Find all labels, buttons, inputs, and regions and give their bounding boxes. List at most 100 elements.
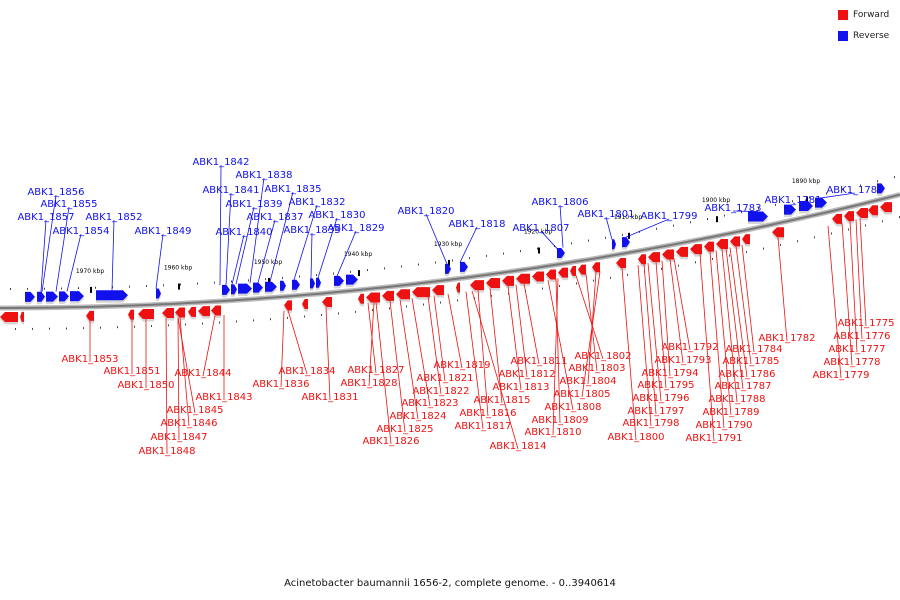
gene-label[interactable]: ABK1_1830	[308, 210, 365, 221]
reverse-gene[interactable]	[799, 201, 813, 212]
forward-gene[interactable]	[20, 311, 24, 322]
forward-gene[interactable]	[128, 309, 134, 320]
gene-label[interactable]: ABK1_1807	[512, 223, 569, 234]
forward-gene[interactable]	[188, 306, 196, 317]
gene-label[interactable]: ABK1_1856	[27, 187, 84, 198]
gene-label[interactable]: ABK1_1822	[412, 386, 469, 397]
forward-gene[interactable]	[486, 277, 500, 288]
gene-label[interactable]: ABK1_1825	[376, 424, 433, 435]
forward-gene[interactable]	[570, 266, 576, 277]
forward-gene[interactable]	[382, 290, 394, 301]
gene-label[interactable]: ABK1_1792	[661, 342, 718, 353]
gene-label[interactable]: ABK1_1840	[215, 227, 272, 238]
gene-label[interactable]: ABK1_1831	[301, 392, 358, 403]
forward-gene[interactable]	[358, 293, 364, 304]
gene-label[interactable]: ABK1_1857	[17, 212, 74, 223]
gene-label[interactable]: ABK1_1789	[702, 407, 759, 418]
reverse-gene[interactable]	[231, 284, 237, 295]
gene-label[interactable]: ABK1_1806	[531, 197, 588, 208]
forward-gene[interactable]	[516, 273, 530, 284]
gene-label[interactable]: ABK1_1854	[52, 226, 109, 237]
forward-gene[interactable]	[198, 306, 210, 317]
reverse-gene[interactable]	[37, 291, 45, 302]
gene-label[interactable]: ABK1_1849	[134, 226, 191, 237]
gene-label[interactable]: ABK1_1835	[264, 184, 321, 195]
gene-label[interactable]: ABK1_1826	[362, 436, 419, 447]
forward-gene[interactable]	[396, 289, 410, 300]
gene-label[interactable]: ABK1_1841	[202, 185, 259, 196]
gene-label[interactable]: ABK1_1817	[454, 421, 511, 432]
gene-label[interactable]: ABK1_1787	[714, 381, 771, 392]
forward-gene[interactable]	[616, 258, 626, 269]
forward-gene[interactable]	[284, 300, 292, 311]
reverse-gene[interactable]	[70, 291, 84, 302]
forward-gene[interactable]	[302, 298, 308, 309]
forward-gene[interactable]	[366, 292, 380, 303]
gene-label[interactable]: ABK1_1827	[347, 365, 404, 376]
gene-label[interactable]: ABK1_1783	[704, 203, 761, 214]
forward-gene[interactable]	[502, 275, 514, 286]
reverse-gene[interactable]	[222, 284, 230, 295]
gene-label[interactable]: ABK1_1808	[544, 402, 601, 413]
gene-label[interactable]: ABK1_1796	[632, 393, 689, 404]
gene-label[interactable]: ABK1_1782	[758, 333, 815, 344]
gene-label[interactable]: ABK1_1814	[489, 441, 546, 452]
gene-label[interactable]: ABK1_1811	[510, 356, 567, 367]
gene-label[interactable]: ABK1_1821	[416, 373, 473, 384]
gene-label[interactable]: ABK1_1786	[718, 369, 775, 380]
reverse-gene[interactable]	[557, 247, 565, 258]
forward-gene[interactable]	[432, 285, 444, 296]
forward-gene[interactable]	[558, 267, 568, 278]
gene-label[interactable]: ABK1_1836	[252, 379, 309, 390]
forward-gene[interactable]	[690, 244, 702, 255]
forward-gene[interactable]	[86, 310, 94, 321]
reverse-gene[interactable]	[460, 261, 468, 272]
reverse-gene[interactable]	[292, 279, 300, 290]
forward-gene[interactable]	[676, 246, 688, 257]
gene-label[interactable]: ABK1_1851	[103, 366, 160, 377]
gene-label[interactable]: ABK1_1803	[568, 363, 625, 374]
gene-label[interactable]: ABK1_1832	[288, 197, 345, 208]
reverse-gene[interactable]	[59, 291, 69, 302]
forward-gene[interactable]	[730, 236, 740, 247]
forward-gene[interactable]	[832, 213, 842, 224]
forward-gene[interactable]	[704, 241, 714, 252]
reverse-gene[interactable]	[96, 290, 128, 301]
forward-gene[interactable]	[412, 287, 430, 298]
forward-gene[interactable]	[592, 262, 600, 273]
gene-label[interactable]: ABK1_1839	[225, 199, 282, 210]
forward-gene[interactable]	[856, 207, 868, 218]
gene-label[interactable]: ABK1_1819	[433, 360, 490, 371]
gene-label[interactable]: ABK1_1778	[823, 357, 880, 368]
gene-label[interactable]: ABK1_1815	[473, 395, 530, 406]
forward-gene[interactable]	[546, 269, 556, 280]
forward-gene[interactable]	[716, 239, 728, 250]
gene-label[interactable]: ABK1_1793	[654, 355, 711, 366]
gene-label[interactable]: ABK1_1829	[327, 223, 384, 234]
gene-label[interactable]: ABK1_1799	[640, 211, 697, 222]
gene-label[interactable]: ABK1_1853	[61, 354, 118, 365]
reverse-gene[interactable]	[622, 237, 630, 248]
reverse-gene[interactable]	[156, 288, 161, 299]
gene-label[interactable]: ABK1_1791	[685, 433, 742, 444]
gene-label[interactable]: ABK1_1790	[695, 420, 752, 431]
reverse-gene[interactable]	[334, 275, 344, 286]
gene-label[interactable]: ABK1_1780	[826, 185, 883, 196]
forward-gene[interactable]	[638, 254, 646, 265]
reverse-gene[interactable]	[612, 239, 616, 250]
forward-gene[interactable]	[175, 307, 185, 318]
forward-gene[interactable]	[880, 202, 892, 213]
forward-gene[interactable]	[578, 264, 586, 275]
gene-label[interactable]: ABK1_1816	[459, 408, 516, 419]
gene-label[interactable]: ABK1_1828	[340, 378, 397, 389]
gene-label[interactable]: ABK1_1801	[577, 209, 634, 220]
gene-label[interactable]: ABK1_1777	[828, 344, 885, 355]
forward-gene[interactable]	[648, 252, 660, 263]
forward-gene[interactable]	[162, 308, 174, 319]
reverse-gene[interactable]	[253, 282, 263, 293]
gene-label[interactable]: ABK1_1776	[833, 331, 890, 342]
gene-label[interactable]: ABK1_1802	[574, 351, 631, 362]
reverse-gene[interactable]	[748, 211, 768, 222]
gene-label[interactable]: ABK1_1824	[389, 411, 446, 422]
forward-gene[interactable]	[470, 280, 484, 291]
